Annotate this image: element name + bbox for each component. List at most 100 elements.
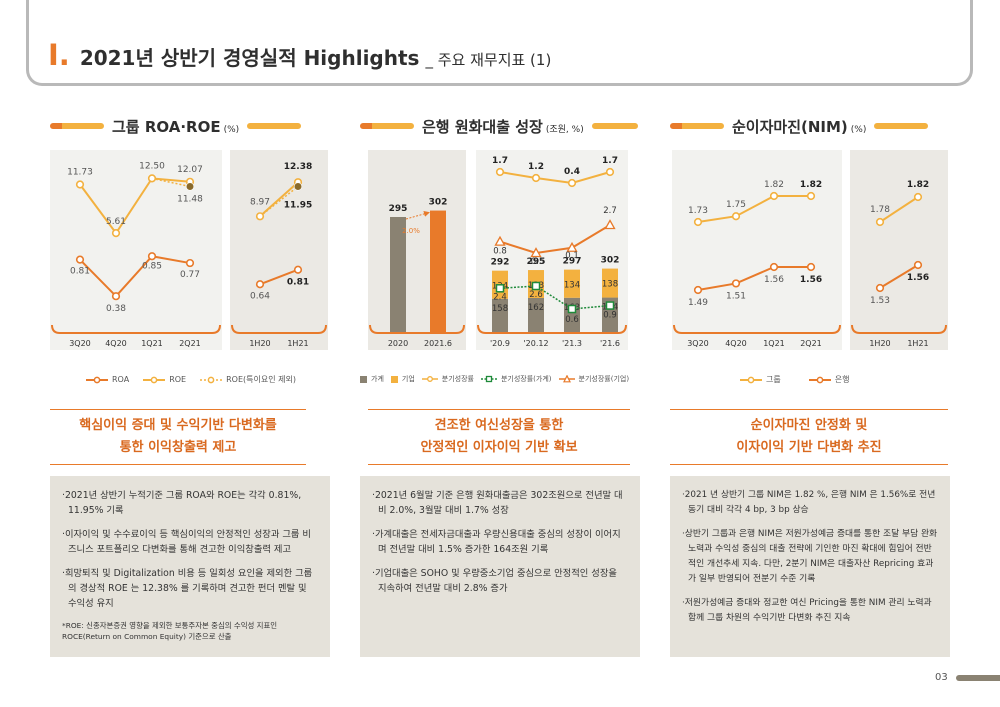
section-title-roa-roe: 그룹 ROA·ROE (%) xyxy=(112,116,239,137)
legend-label: ROE(특이요인 제외) xyxy=(226,375,296,384)
x-tick-label: 1H20 xyxy=(249,339,270,348)
section-title-text: 순이자마진(NIM) xyxy=(732,117,848,136)
bullet-text: ·2021년 6월말 기준 은행 원화대출금은 302조원으로 전년말 대비 2… xyxy=(372,490,623,516)
bank-nim-point xyxy=(731,279,741,288)
roe-half-data-label: 8.97 xyxy=(250,197,270,207)
page-number-bar xyxy=(956,675,1000,681)
group-nim-half-line xyxy=(879,196,919,223)
household-growth-line xyxy=(499,285,611,310)
household-growth-point xyxy=(495,284,505,293)
x-tick-label: '20.9 xyxy=(490,339,510,348)
bullet-text: ·기업대출은 SOHO 및 우량중소기업 중심으로 안정적인 성장을 지속하여 … xyxy=(372,568,617,594)
footnote: *ROE: 신종자본증권 영향을 제외한 보통주자본 중심의 수익성 지표인 R… xyxy=(62,621,278,641)
roe-excl-point xyxy=(185,182,195,191)
section-unit: (%) xyxy=(850,124,867,135)
section-title-nim: 순이자마진(NIM) (%) xyxy=(732,116,866,137)
x-tick-label: 1Q21 xyxy=(141,339,163,348)
x-tick-label: 2Q21 xyxy=(800,339,822,348)
roa-half-point xyxy=(293,265,303,274)
roa-half-line xyxy=(259,268,299,286)
summary-box-loans: ·2021년 6월말 기준 은행 원화대출금은 302조원으로 전년말 대비 2… xyxy=(360,476,640,657)
growth-arrow xyxy=(405,211,430,220)
x-tick-label: '21.6 xyxy=(600,339,620,348)
bank-nim-point xyxy=(769,262,779,272)
legend-item: ROA xyxy=(86,374,129,385)
roa-point xyxy=(185,258,195,268)
bank-nim-label: 1.56 xyxy=(800,275,822,285)
roa-data-label: 0.38 xyxy=(106,304,126,314)
total-bar-label: 295 xyxy=(527,257,546,267)
highlight-nim: 순이자마진 안정화 및 이자이익 기반 다변화 추진 xyxy=(670,409,948,465)
growth-data-label: 1.7 xyxy=(492,156,508,166)
highlight-line: 이자이익 기반 다변화 추진 xyxy=(736,440,882,455)
roe-excl-half-data-label: 11.95 xyxy=(284,201,312,211)
x-tick-label: 3Q20 xyxy=(69,339,91,348)
growth-data-label: 1.2 xyxy=(528,162,544,172)
bullet-text: ·희망퇴직 및 Digitalization 비용 등 일회성 요인을 제외한 … xyxy=(62,568,313,609)
growth-point xyxy=(531,173,541,183)
group-nim-half-point xyxy=(913,192,923,202)
growth-point xyxy=(605,167,615,177)
page-number: 03 xyxy=(935,672,948,683)
total-bar-label: 292 xyxy=(491,258,510,268)
group-nim-label: 1.73 xyxy=(688,206,708,216)
bullet-text: ·2021 년 상반기 그룹 NIM은 1.82 %, 은행 NIM 은 1.5… xyxy=(682,490,936,515)
corporate-growth-point xyxy=(566,241,578,252)
roe-point xyxy=(147,174,157,183)
roe-data-label: 12.50 xyxy=(139,161,165,171)
corporate-bar xyxy=(564,269,580,298)
chart-roa-roe: 3Q20 4Q20 1Q21 2Q21 1H20 1H21 11.73 5.61 12.50 12… xyxy=(67,161,312,348)
legend-label: ROA xyxy=(112,375,130,384)
legend-roa-roe: ROA ROE ROE(특이요인 제외) xyxy=(86,374,296,385)
corporate-bar xyxy=(602,268,618,298)
roe-point xyxy=(75,180,85,189)
legend-item: 가계 xyxy=(360,374,384,384)
corporate-growth-label: 0.1 xyxy=(565,251,579,261)
x-tick-label: 2020 xyxy=(388,339,408,348)
annual-bar xyxy=(430,210,446,332)
household-growth-label: 2.4 xyxy=(493,292,507,302)
page-title-text: 2021년 상반기 경영실적 Highlights xyxy=(79,46,420,70)
legend-label: 가계 xyxy=(371,375,384,383)
household-growth-label: 2.6 xyxy=(529,290,543,300)
corporate-growth-line xyxy=(499,224,611,255)
growth-data-label: 0.4 xyxy=(564,167,580,177)
bank-nim-half-label: 1.56 xyxy=(907,273,929,283)
roa-point xyxy=(147,252,157,261)
chart-nim: 3Q20 4Q20 1Q21 2Q21 1H20 1H21 1.73 1.75 1.82 1.82… xyxy=(687,180,929,348)
legend-item: 분기성장률(기업) xyxy=(558,374,629,384)
household-growth-label: 0.9 xyxy=(603,311,617,321)
corporate-bar-label: 134 xyxy=(564,281,580,291)
group-nim-label: 1.82 xyxy=(764,180,784,190)
group-nim-half-point xyxy=(875,217,885,227)
corporate-bar-label: 138 xyxy=(602,280,618,290)
bullet-text: ·2021년 상반기 누적기준 그룹 ROA와 ROE는 각각 0.81%, 1… xyxy=(62,490,302,516)
section-head-loans: 은행 원화대출 성장 (조원, %) xyxy=(360,116,638,136)
bank-nim-half-line xyxy=(879,264,919,289)
roa-data-label: 0.77 xyxy=(180,270,200,280)
household-bar-label: 158 xyxy=(492,304,508,314)
title-pill-right xyxy=(591,123,638,129)
group-nim-half-label: 1.82 xyxy=(907,180,929,190)
annual-bar-label: 302 xyxy=(429,198,448,208)
x-tick-label: 2Q21 xyxy=(179,339,201,348)
page-subtitle: _ 주요 재무지표 (1) xyxy=(425,51,552,69)
total-bar-label: 302 xyxy=(601,256,620,266)
corporate-growth-label: 2.7 xyxy=(603,206,617,216)
x-tick-label: 2021.6 xyxy=(424,339,452,348)
highlight-roa-roe: 핵심이익 증대 및 수익기반 다변화를 통한 이익창출력 제고 xyxy=(50,409,306,465)
section-unit: (%) xyxy=(223,124,240,135)
highlight-line: 안정적인 이자이익 기반 확보 xyxy=(420,440,578,455)
legend-item: 은행 xyxy=(808,374,849,385)
corporate-growth-label: 0.8 xyxy=(493,247,507,257)
roa-half-point xyxy=(255,280,265,289)
corporate-growth-point xyxy=(530,247,542,258)
household-growth-point xyxy=(605,301,615,310)
group-nim-half-label: 1.78 xyxy=(870,205,890,215)
household-bar xyxy=(492,298,508,332)
household-bar-label: 162 xyxy=(528,303,544,313)
household-growth-point xyxy=(531,281,541,291)
growth-arrow-label: 2.0% xyxy=(402,227,420,235)
x-tick-label: 1Q21 xyxy=(763,339,785,348)
section-head-nim: 순이자마진(NIM) (%) xyxy=(670,116,929,137)
